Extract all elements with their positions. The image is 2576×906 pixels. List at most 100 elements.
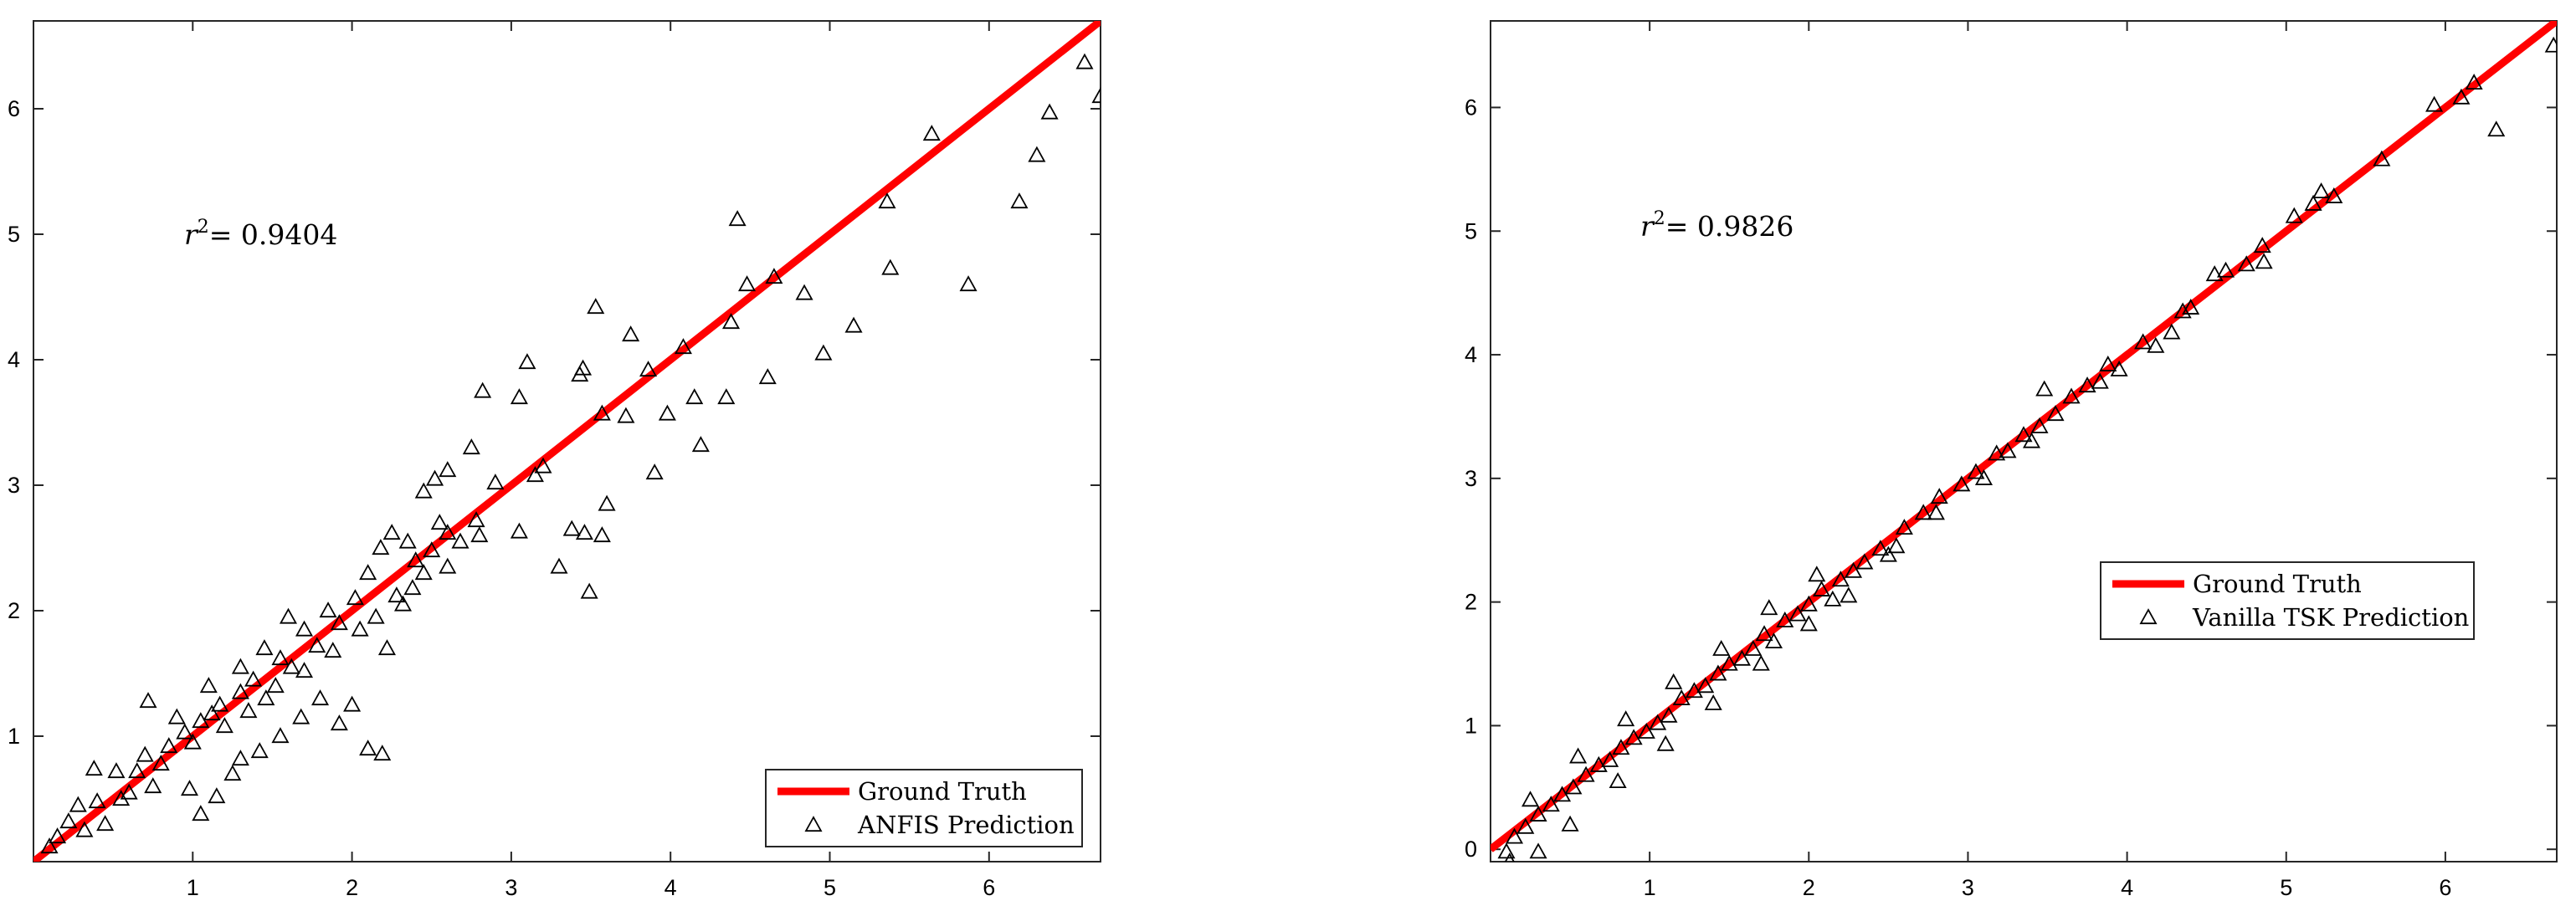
prediction-point xyxy=(451,532,470,549)
prediction-point xyxy=(1010,192,1029,209)
prediction-point xyxy=(1988,444,2006,461)
prediction-point xyxy=(2465,74,2483,90)
prediction-point xyxy=(40,837,59,854)
prediction-point xyxy=(1601,750,1619,767)
plot-marks xyxy=(1491,21,2557,862)
r-squared-annotation: r2= 0.9826 xyxy=(1640,208,1793,243)
prediction-point xyxy=(2134,333,2153,350)
prediction-point xyxy=(295,662,314,678)
y-tick-label: 1 xyxy=(1465,713,1477,738)
prediction-point xyxy=(1504,852,1515,862)
prediction-point xyxy=(685,388,704,405)
prediction-point xyxy=(575,524,593,540)
prediction-point xyxy=(69,796,87,812)
prediction-point xyxy=(199,677,218,694)
prediction-point xyxy=(1040,103,1059,120)
prediction-point xyxy=(470,526,489,543)
prediction-point xyxy=(1712,639,1731,656)
prediction-point xyxy=(2205,265,2224,282)
prediction-point xyxy=(1521,791,1540,807)
prediction-point xyxy=(88,792,106,809)
prediction-point xyxy=(617,407,635,423)
ground-truth-line xyxy=(1491,21,2557,852)
prediction-point xyxy=(96,815,115,832)
prediction-point xyxy=(414,564,433,581)
prediction-point xyxy=(2091,372,2109,389)
legend-label-ground-truth: Ground Truth xyxy=(2193,570,2362,598)
prediction-point xyxy=(526,466,544,483)
legend-triangle-icon xyxy=(2139,608,2158,625)
prediction-point xyxy=(239,702,258,719)
y-tick-label: 1 xyxy=(8,724,20,749)
prediction-point xyxy=(330,614,348,631)
x-tick-label: 2 xyxy=(1803,875,1815,900)
prediction-point xyxy=(580,582,598,599)
prediction-point xyxy=(587,298,605,315)
prediction-point xyxy=(1075,53,1094,69)
prediction-point xyxy=(382,524,401,540)
prediction-point xyxy=(510,522,528,539)
prediction-point xyxy=(59,812,78,829)
prediction-point xyxy=(387,586,406,603)
legend: Ground Truth Vanilla TSK Prediction xyxy=(2100,561,2475,640)
x-tick-label: 6 xyxy=(983,875,995,900)
prediction-point xyxy=(1840,586,1858,603)
prediction-point xyxy=(85,760,103,776)
prediction-point xyxy=(598,494,616,511)
prediction-point xyxy=(1720,654,1738,671)
prediction-point xyxy=(1589,755,1608,772)
prediction-point xyxy=(266,677,285,694)
legend-triangle-icon xyxy=(804,816,823,832)
prediction-point xyxy=(2216,261,2235,278)
prediction-point xyxy=(1553,786,1572,802)
prediction-point xyxy=(367,607,385,624)
x-tick-label: 6 xyxy=(2439,875,2451,900)
prediction-point xyxy=(2030,417,2049,433)
x-tick-label: 2 xyxy=(346,875,358,900)
prediction-point xyxy=(1788,605,1807,622)
prediction-point xyxy=(2312,182,2331,199)
prediction-point xyxy=(1744,639,1763,656)
prediction-point xyxy=(1845,561,1863,578)
prediction-point xyxy=(658,404,676,421)
prediction-point xyxy=(2035,380,2054,397)
prediction-point xyxy=(622,325,640,342)
prediction-point xyxy=(1028,146,1046,162)
prediction-point xyxy=(2255,253,2273,269)
prediction-point xyxy=(351,620,369,637)
prediction-point xyxy=(2452,88,2471,105)
prediction-point xyxy=(758,368,777,385)
prediction-point xyxy=(2237,255,2255,272)
prediction-point xyxy=(403,579,422,596)
prediction-point xyxy=(1569,747,1588,764)
prediction-point xyxy=(1612,739,1630,755)
prediction-point xyxy=(1704,694,1722,710)
prediction-point xyxy=(1649,714,1667,730)
prediction-point xyxy=(1879,545,1897,562)
prediction-point xyxy=(2014,426,2033,443)
prediction-point xyxy=(1656,735,1675,751)
x-tick-label: 5 xyxy=(824,875,836,900)
prediction-point xyxy=(959,275,978,292)
prediction-point xyxy=(510,388,528,405)
prediction-point xyxy=(1930,488,1948,504)
prediction-point xyxy=(414,482,433,499)
prediction-point xyxy=(562,520,581,536)
prediction-point xyxy=(2325,187,2343,203)
prediction-point xyxy=(151,755,170,771)
prediction-point xyxy=(1776,611,1794,627)
prediction-point xyxy=(359,564,377,581)
prediction-point xyxy=(2078,376,2096,393)
x-tick-label: 4 xyxy=(2121,875,2133,900)
legend-label-prediction: ANFIS Prediction xyxy=(857,811,1075,839)
prediction-point xyxy=(691,436,710,453)
prediction-point xyxy=(215,717,233,734)
x-tick-label: 1 xyxy=(1644,875,1656,900)
prediction-point xyxy=(372,539,390,555)
prediction-point xyxy=(1974,468,1993,485)
prediction-point xyxy=(319,601,337,618)
prediction-point xyxy=(1927,504,1945,520)
legend-box xyxy=(765,769,1083,847)
